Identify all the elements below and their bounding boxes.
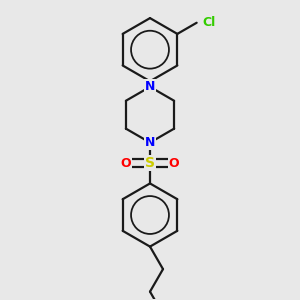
Text: O: O: [169, 157, 179, 169]
Text: N: N: [145, 136, 155, 149]
Text: S: S: [145, 156, 155, 170]
Text: N: N: [145, 80, 155, 93]
Text: Cl: Cl: [202, 16, 215, 29]
Text: O: O: [121, 157, 131, 169]
